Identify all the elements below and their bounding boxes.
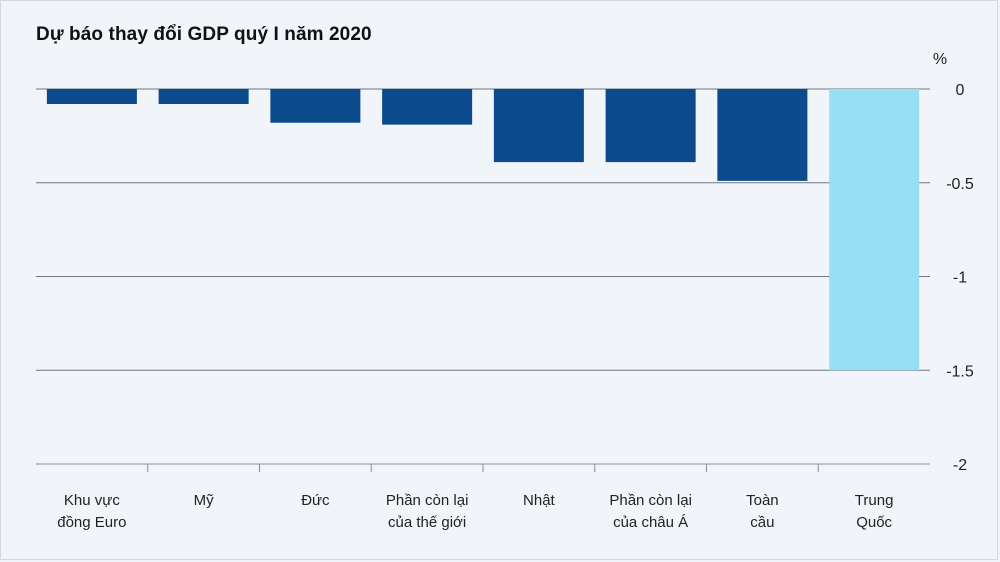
x-tick-label: Nhật bbox=[523, 492, 556, 509]
y-unit-label: % bbox=[933, 51, 947, 68]
bar bbox=[270, 89, 361, 123]
y-tick-label: -1.5 bbox=[946, 363, 974, 380]
y-tick-label: 0 bbox=[956, 82, 965, 99]
y-tick-label: -0.5 bbox=[946, 176, 974, 193]
x-tick-label: Đức bbox=[301, 492, 330, 509]
bars bbox=[46, 89, 920, 371]
bar bbox=[158, 89, 249, 104]
x-tick-label: Toàn cầu bbox=[746, 492, 779, 531]
chart-title: Dự báo thay đổi GDP quý I năm 2020 bbox=[36, 24, 372, 45]
x-tick-label: Khu vực đồng Euro bbox=[57, 492, 126, 531]
bar bbox=[493, 89, 584, 163]
bar bbox=[829, 89, 920, 371]
x-tick-label: Phần còn lại của châu Á bbox=[609, 492, 692, 531]
x-tick-label: Trung Quốc bbox=[855, 492, 894, 531]
x-tick-label: Phần còn lại của thế giới bbox=[386, 492, 469, 531]
y-tick-label: -2 bbox=[953, 457, 967, 474]
bar bbox=[382, 89, 473, 125]
x-tick-label: Mỹ bbox=[194, 492, 214, 509]
bar bbox=[717, 89, 808, 181]
y-tick-label: -1 bbox=[953, 270, 967, 287]
x-axis: Khu vực đồng Euro Mỹ Đức Phần còn lại của thế… bbox=[57, 464, 893, 531]
bar bbox=[46, 89, 137, 104]
y-axis: 0 -0.5 -1 -1.5 -2 bbox=[946, 82, 974, 474]
bar bbox=[605, 89, 696, 163]
